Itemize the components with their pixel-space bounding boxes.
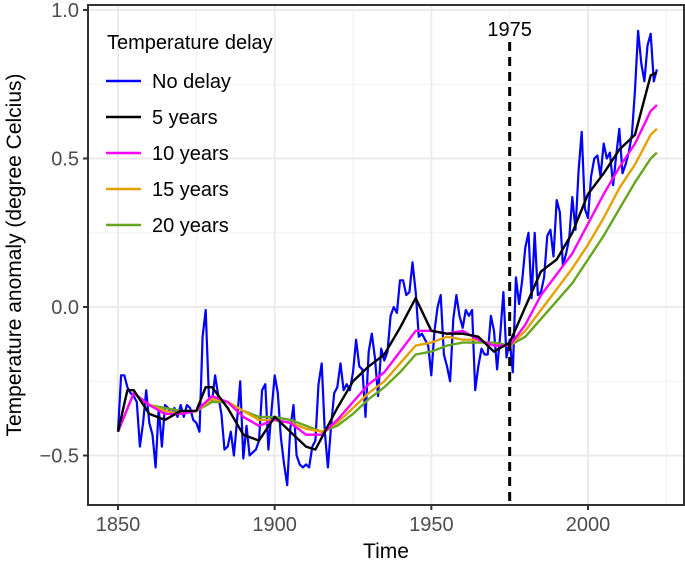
- annotation-1975-label: 1975: [487, 19, 532, 41]
- legend-label: 5 years: [152, 107, 218, 129]
- axes: 1850 1900 1950 2000 −0.5 0.0 0.5 1.0: [40, 0, 611, 536]
- series-line-5-years: [116, 71, 658, 451]
- x-axis-title: Time: [363, 540, 409, 563]
- legend-label: No delay: [152, 71, 231, 93]
- y-axis-title: Temperature anomaly (degree Celcius): [3, 74, 26, 437]
- panel-border: [87, 4, 685, 506]
- x-tick-label: 2000: [566, 514, 611, 536]
- x-tick-label: 1850: [96, 514, 141, 536]
- series-line-10-years: [116, 104, 658, 436]
- legend-label: 10 years: [152, 143, 229, 165]
- y-tick-label: 0.5: [51, 149, 79, 171]
- series-line-20-years: [116, 151, 658, 433]
- series-line-no-delay: [116, 29, 658, 487]
- y-tick-label: −0.5: [40, 446, 79, 468]
- series-line-15-years: [116, 127, 658, 433]
- legend-label: 15 years: [152, 179, 229, 201]
- y-tick-label: 0.0: [51, 297, 79, 319]
- x-tick-label: 1950: [409, 514, 454, 536]
- legend-title: Temperature delay: [107, 32, 273, 54]
- panel-background: [88, 5, 684, 505]
- grid: [88, 5, 684, 505]
- legend-label: 20 years: [152, 215, 229, 237]
- x-tick-label: 1900: [252, 514, 297, 536]
- legend: Temperature delay No delay 5 years 10 year…: [106, 32, 273, 237]
- series-lines: [116, 29, 658, 487]
- y-tick-label: 1.0: [51, 0, 79, 22]
